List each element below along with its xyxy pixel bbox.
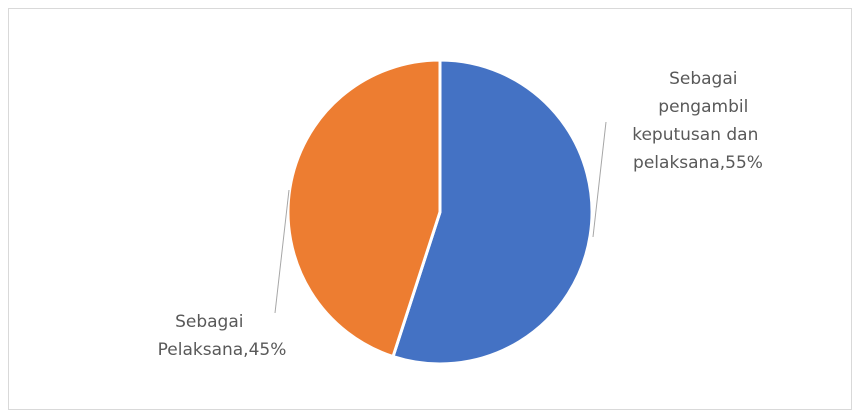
pie-slices [286, 58, 594, 366]
leader-line-slice-2 [274, 189, 290, 314]
data-label-slice-1: Sebagai pengambil keputusan dan pelaksan… [632, 69, 764, 173]
pie-slice-1 [391, 58, 594, 366]
data-label-slice-2: Sebagai Pelaksana,45% [158, 312, 287, 360]
pie-slice-2 [286, 58, 442, 359]
leader-line-slice-1 [592, 121, 607, 238]
leader-lines [274, 121, 607, 314]
